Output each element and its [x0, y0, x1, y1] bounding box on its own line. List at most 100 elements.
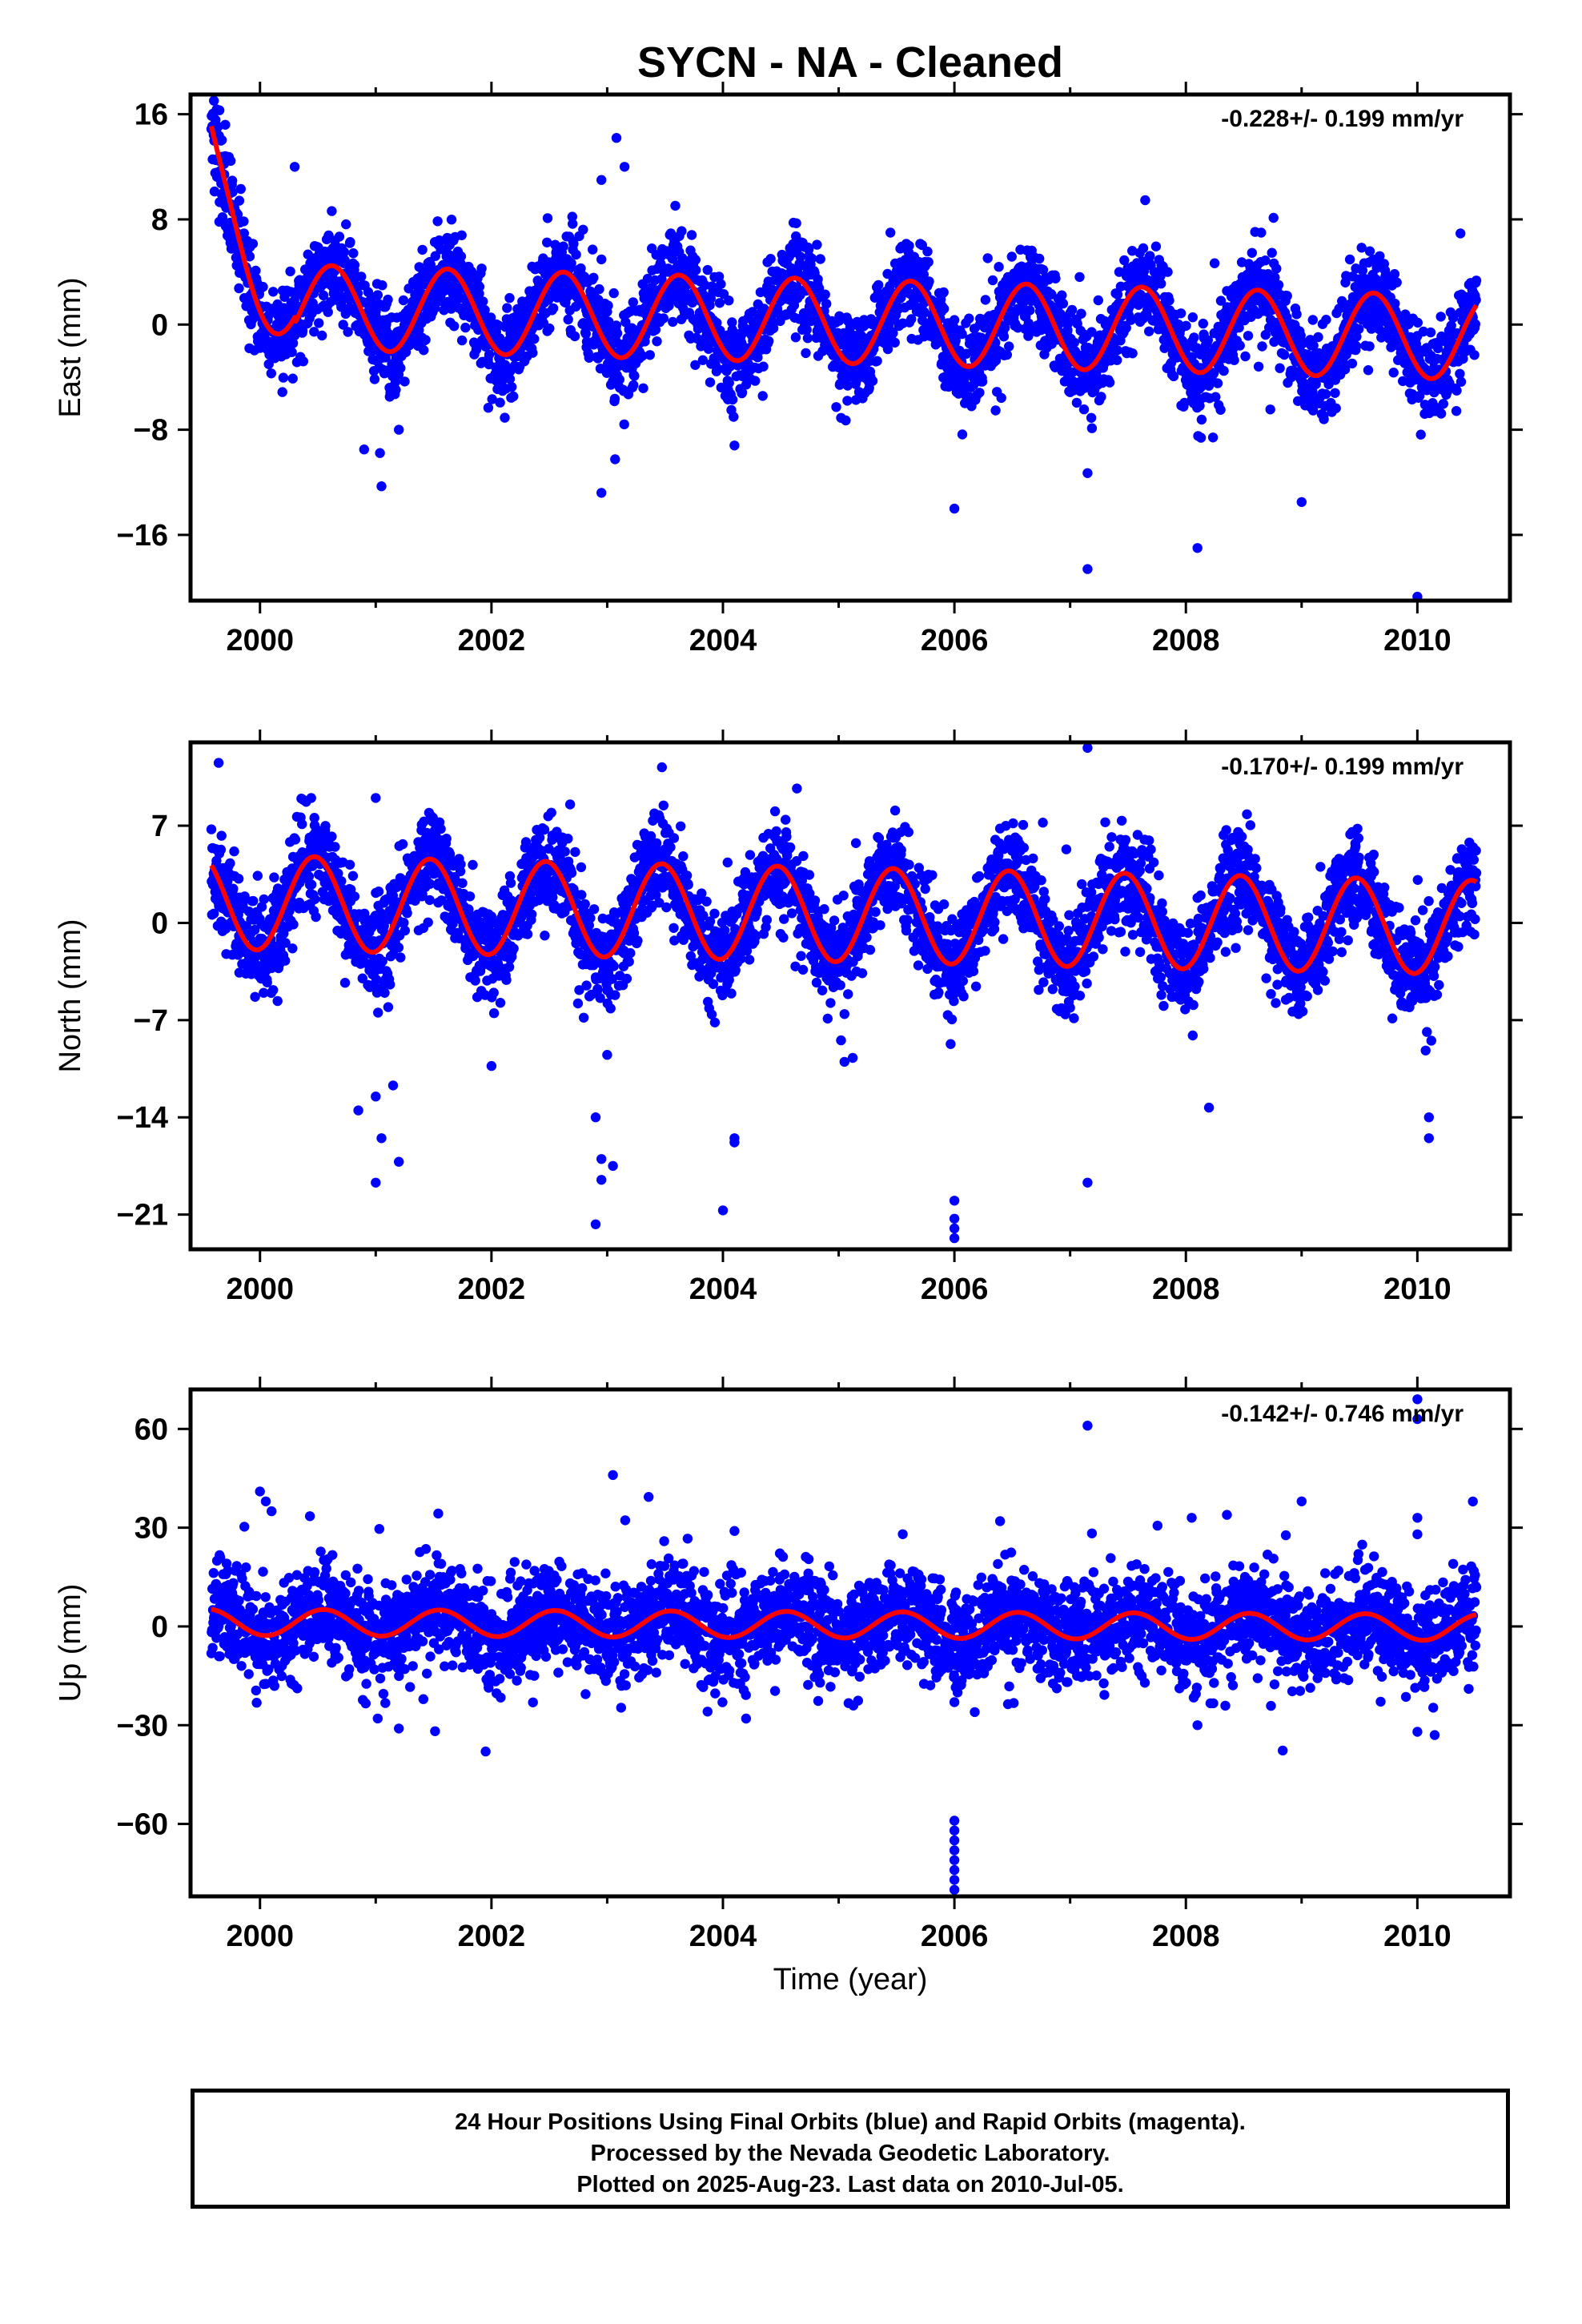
data-point [1291, 309, 1302, 320]
data-point [441, 834, 452, 844]
data-point [263, 359, 274, 369]
data-point [446, 215, 457, 225]
data-point [802, 333, 813, 344]
data-point [1267, 247, 1277, 258]
data-point [919, 308, 930, 318]
data-point [611, 320, 621, 331]
data-point [996, 392, 1006, 404]
data-point [527, 909, 537, 920]
data-point [1127, 348, 1138, 359]
y-tick-label: −16 [117, 519, 168, 553]
data-point [1451, 406, 1462, 416]
data-point [957, 429, 968, 440]
data-point [1025, 305, 1035, 316]
data-point [456, 859, 466, 870]
data-point [1140, 195, 1150, 206]
data-point [317, 330, 327, 341]
data-point [957, 328, 967, 340]
data-point [821, 299, 832, 309]
data-point [888, 328, 898, 339]
data-point [474, 281, 485, 292]
data-point [209, 95, 219, 106]
data-point [495, 998, 506, 1008]
outlier-point [376, 481, 387, 492]
data-point [377, 280, 387, 291]
data-point [714, 298, 725, 308]
data-point [1438, 399, 1449, 409]
data-point [234, 195, 245, 206]
data-point [544, 323, 555, 334]
data-point [339, 247, 350, 257]
data-point [278, 372, 289, 383]
data-point [658, 313, 669, 324]
data-point [628, 380, 639, 391]
data-point [906, 314, 917, 324]
data-point [873, 279, 884, 291]
data-point [568, 219, 578, 229]
outlier-point [220, 119, 231, 130]
outlier-point [289, 162, 300, 172]
data-point [323, 307, 333, 317]
data-point [484, 349, 495, 360]
data-point [1198, 318, 1209, 329]
data-point [1162, 267, 1173, 277]
data-point [1257, 341, 1267, 352]
chart-title: SYCN - NA - Cleaned [637, 38, 1063, 86]
data-point [705, 377, 716, 388]
data-point [1470, 319, 1481, 329]
data-point [768, 323, 779, 334]
data-point [456, 230, 467, 240]
data-point [1273, 279, 1284, 290]
data-point [507, 382, 517, 392]
y-axis-label-east: East (mm) [54, 277, 87, 417]
data-point [1096, 392, 1106, 402]
outlier-point [949, 503, 960, 514]
data-point [446, 304, 456, 314]
data-point [420, 335, 431, 345]
data-point [400, 376, 410, 387]
data-points-north [206, 742, 1482, 1244]
data-point [216, 135, 227, 146]
data-point [815, 254, 825, 264]
data-point [266, 368, 276, 379]
data-point [385, 979, 396, 990]
data-point [548, 303, 559, 314]
data-point [990, 405, 1001, 416]
data-point [619, 419, 629, 430]
data-point [1363, 365, 1374, 376]
data-point [755, 287, 766, 298]
outlier-point [596, 488, 607, 498]
data-point [918, 269, 930, 279]
data-point [373, 1007, 383, 1018]
data-point [594, 283, 604, 295]
data-point [1320, 388, 1331, 400]
rate-label-east: -0.228+/- 0.199 mm/yr [1221, 106, 1464, 132]
data-point [327, 206, 337, 216]
data-point [790, 332, 801, 343]
data-point [345, 237, 355, 247]
data-point [801, 324, 812, 335]
x-tick-label: 2006 [921, 624, 989, 657]
data-point [478, 296, 488, 307]
data-point [400, 925, 410, 936]
data-point [1471, 295, 1481, 305]
data-point [568, 239, 579, 249]
data-point [1268, 212, 1279, 223]
data-point [1364, 341, 1375, 352]
data-point [1066, 304, 1078, 316]
data-point [1215, 404, 1226, 415]
data-point [727, 394, 738, 405]
data-point [885, 227, 896, 238]
data-point [488, 1008, 500, 1019]
data-point [713, 271, 725, 282]
data-point [419, 345, 429, 356]
data-point [396, 952, 406, 963]
y-tick-label: 8 [151, 203, 168, 237]
data-point [964, 313, 974, 324]
data-point [1156, 279, 1166, 289]
data-point [1282, 291, 1292, 301]
data-point [268, 985, 279, 995]
data-point [341, 219, 351, 230]
y-tick-label: −8 [134, 414, 168, 448]
